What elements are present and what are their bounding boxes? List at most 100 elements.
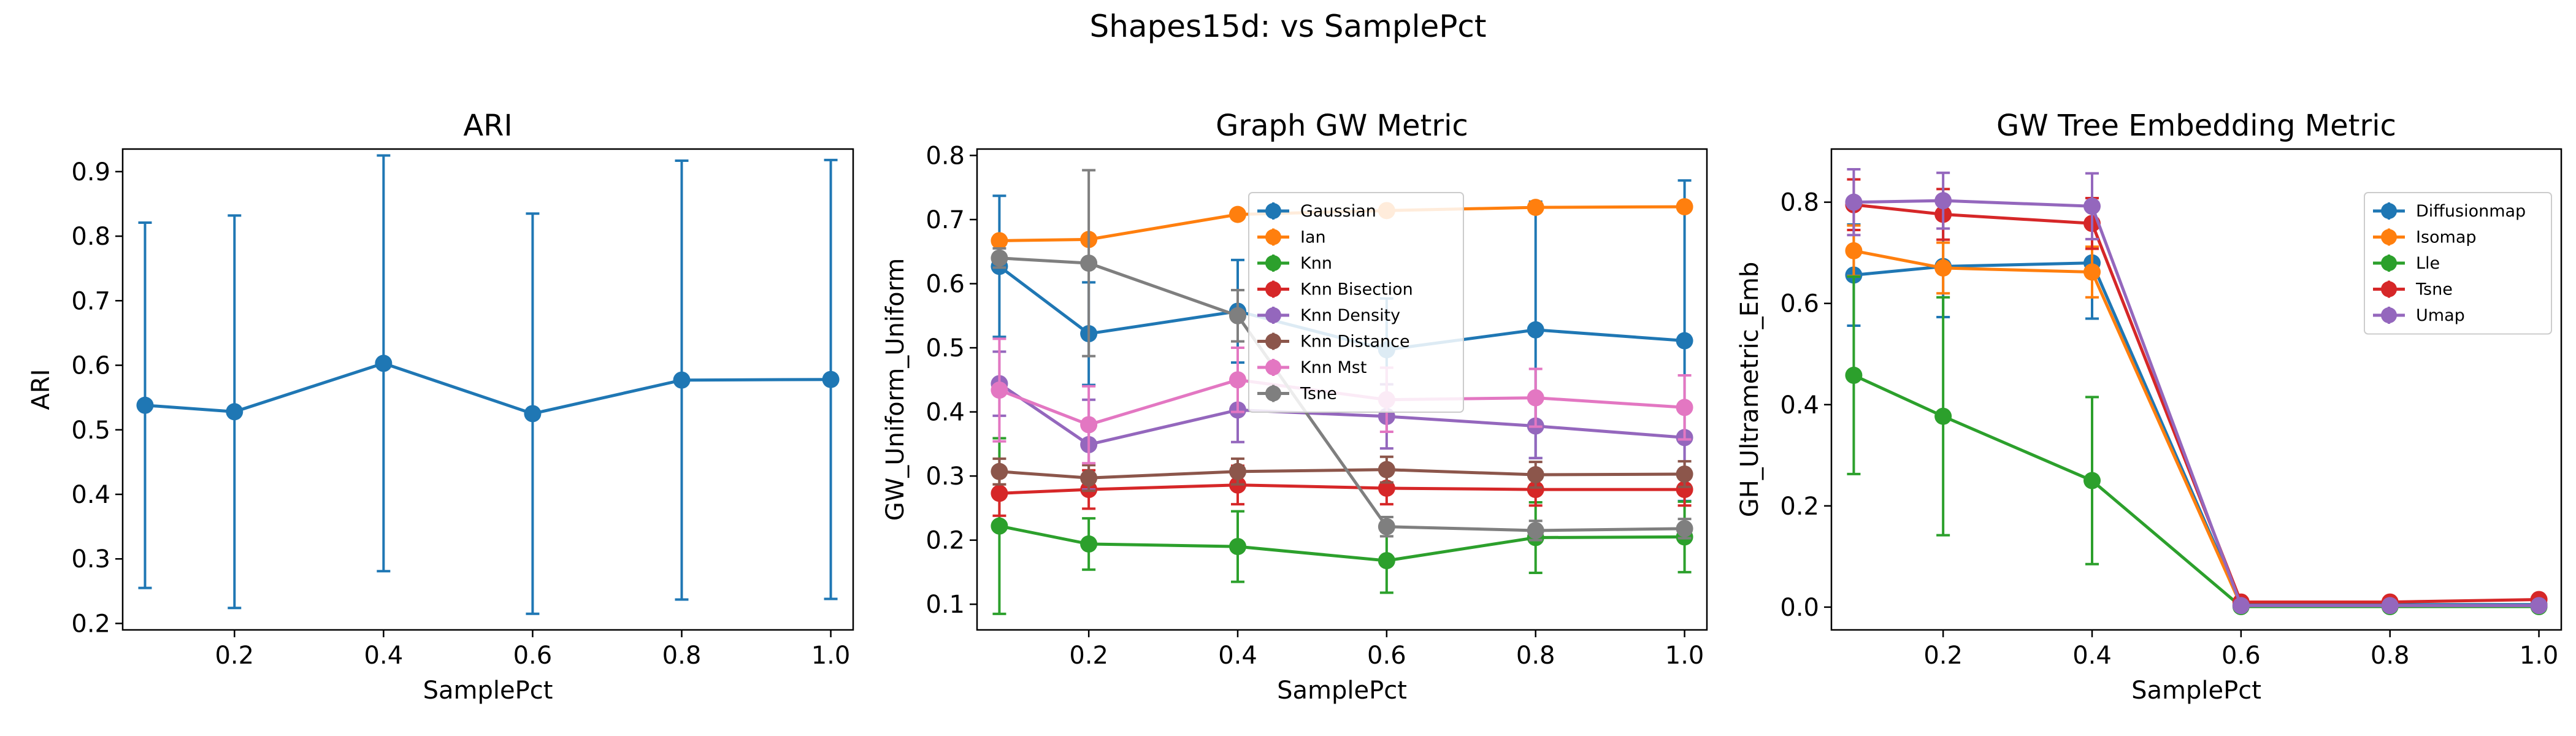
legend-item: Gaussian <box>1257 202 1376 221</box>
y-tick-label: 0.1 <box>926 591 965 619</box>
data-point <box>1229 462 1246 480</box>
chart-panel-gw-tree-embedding-metric: GW Tree Embedding Metric SamplePct GH_Ul… <box>1736 109 2563 705</box>
legend-marker <box>2381 229 2397 245</box>
data-point <box>136 396 154 414</box>
legend-marker <box>1265 385 1281 402</box>
data-point <box>1229 205 1246 223</box>
legend-label: Knn Bisection <box>1300 280 1413 299</box>
legend-label: Umap <box>2416 306 2465 325</box>
x-axis-label: SamplePct <box>2131 677 2261 705</box>
legend-item: Knn Distance <box>1257 332 1410 351</box>
legend-label: Knn Distance <box>1300 332 1410 351</box>
legend-marker <box>2381 307 2397 323</box>
data-point <box>1080 535 1098 553</box>
series-line <box>999 483 1685 495</box>
data-point <box>2083 197 2101 215</box>
legend-item: Knn Bisection <box>1257 280 1413 299</box>
series-line <box>999 468 1685 480</box>
data-point <box>991 381 1008 399</box>
legend-item: Ian <box>1257 228 1326 247</box>
axis-ticks: 0.2 0.4 0.6 0.8 1.0 0.1 0.2 0.3 0.4 0.5 0.6 0.7 0.8 <box>926 142 1704 670</box>
axis-ticks: 0.2 0.4 0.6 0.8 1.0 0.2 0.3 0.4 0.5 0.6 0.7 0.8 0.9 <box>71 158 850 670</box>
data-point <box>1229 371 1246 389</box>
data-point <box>1845 366 1863 384</box>
y-tick-label: 0.4 <box>71 481 110 509</box>
data-point <box>673 371 691 389</box>
data-point <box>991 249 1008 267</box>
data-point <box>2083 263 2101 281</box>
x-tick-label: 0.2 <box>1069 642 1108 670</box>
data-point <box>1676 481 1693 499</box>
series-line <box>1853 199 2539 607</box>
legend-marker <box>1265 255 1281 271</box>
legend-marker <box>2381 203 2397 219</box>
y-tick-label: 0.7 <box>926 206 965 234</box>
x-tick-label: 0.2 <box>1923 642 1963 670</box>
data-point <box>822 370 840 388</box>
chart-panel-ari: ARI SamplePct ARI 0.2 0.4 0.6 0.8 1.00.20.30… <box>27 109 854 705</box>
legend-item: Knn Mst <box>1257 358 1367 377</box>
y-tick-label: 0.2 <box>1780 493 1819 521</box>
data-point <box>1080 255 1098 272</box>
series-line <box>999 524 1685 562</box>
data-point <box>1527 199 1544 217</box>
plot-frame <box>121 148 854 631</box>
chart-title: Graph GW Metric <box>1216 109 1468 143</box>
legend-label: Ian <box>1300 228 1326 247</box>
legend-label: Diffusionmap <box>2416 202 2526 221</box>
y-axis-label: GH_Ultrametric_Emb <box>1736 262 1764 518</box>
plot-frame <box>1830 148 2563 631</box>
chart-title: GW Tree Embedding Metric <box>1996 109 2396 143</box>
y-tick-label: 0.3 <box>926 462 965 491</box>
legend-label: Isomap <box>2416 228 2477 247</box>
series-line <box>145 361 831 416</box>
y-tick-label: 0.8 <box>926 142 965 170</box>
legend-item: Tsne <box>1257 385 1337 404</box>
data-point <box>1527 521 1544 539</box>
x-tick-label: 0.2 <box>215 642 254 670</box>
series-0 <box>136 154 840 615</box>
legend-label: Knn <box>1300 254 1332 273</box>
legend: Gaussian Ian Knn Knn Bisection Knn Density Kn… <box>1248 192 1464 413</box>
data-point <box>1676 399 1693 416</box>
legend-marker <box>1265 229 1281 245</box>
legend-label: Knn Mst <box>1300 358 1367 377</box>
x-tick-label: 0.8 <box>2371 642 2410 670</box>
data-point <box>991 232 1008 250</box>
data-point <box>1378 552 1395 570</box>
x-tick-label: 0.6 <box>1367 642 1406 670</box>
data-point <box>991 517 1008 535</box>
data-point <box>1080 469 1098 487</box>
series-knn-distance <box>991 455 1693 493</box>
x-tick-label: 0.8 <box>662 642 702 670</box>
y-tick-label: 0.3 <box>71 545 110 573</box>
x-tick-label: 1.0 <box>1665 642 1704 670</box>
legend-item: Diffusionmap <box>2373 202 2526 221</box>
legend-item: Knn <box>1257 254 1332 273</box>
data-point <box>1676 465 1693 483</box>
legend-marker <box>1265 281 1281 297</box>
legend-marker <box>1265 359 1281 375</box>
data-point <box>1934 259 1952 277</box>
data-point <box>1845 193 1863 211</box>
data-point <box>524 405 542 423</box>
data-point <box>1934 192 1952 210</box>
y-tick-label: 0.0 <box>1780 594 1819 622</box>
y-tick-label: 0.4 <box>926 399 965 427</box>
legend-item: Umap <box>2373 306 2465 325</box>
x-tick-label: 0.8 <box>1516 642 1555 670</box>
series-line <box>1853 203 2539 604</box>
series-umap <box>1845 168 2548 615</box>
legend-label: Lle <box>2416 254 2440 273</box>
x-tick-label: 0.4 <box>1218 642 1257 670</box>
legend-marker <box>1265 307 1281 323</box>
legend-marker <box>1265 203 1281 219</box>
y-tick-label: 0.5 <box>926 334 965 362</box>
data-point <box>1527 481 1544 499</box>
legend-label: Tsne <box>1300 385 1337 404</box>
x-tick-label: 0.6 <box>513 642 553 670</box>
y-tick-label: 0.6 <box>71 352 110 380</box>
legend-label: Gaussian <box>1300 202 1376 221</box>
legend-label: Knn Density <box>1300 306 1400 325</box>
